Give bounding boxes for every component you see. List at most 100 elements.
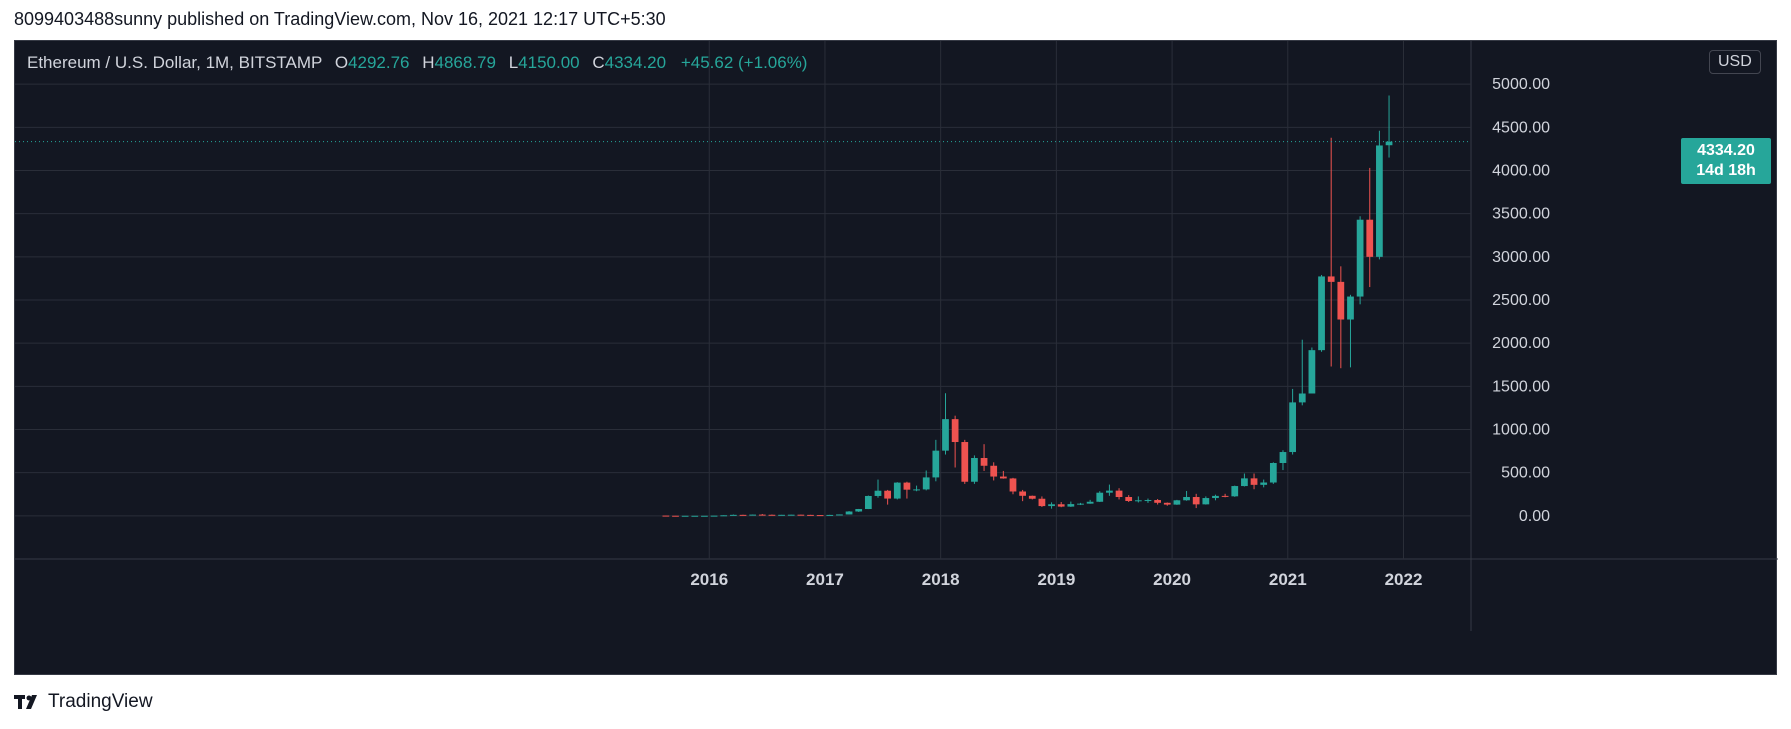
- chart-frame[interactable]: 0.00 500.00 1000.00 1500.00 2000.00 2500.00 30…: [14, 40, 1778, 676]
- candle: [1096, 491, 1104, 503]
- candle: [1327, 137, 1335, 367]
- candle-body: [951, 419, 959, 443]
- candle-body: [797, 514, 805, 516]
- candle-body: [749, 514, 757, 516]
- candle: [691, 515, 699, 517]
- candle: [1366, 167, 1374, 288]
- candle: [672, 515, 679, 517]
- symbol-title[interactable]: Ethereum / U.S. Dollar, 1M, BITSTAMP: [27, 53, 323, 72]
- candle: [1173, 499, 1181, 505]
- candle-body: [1202, 498, 1210, 505]
- candle-body: [816, 515, 824, 517]
- candle-body: [999, 476, 1007, 479]
- low-value: 4150.00: [518, 53, 580, 72]
- candle: [903, 481, 911, 499]
- currency-button[interactable]: USD: [1709, 50, 1761, 74]
- candle-body: [1096, 492, 1104, 502]
- low-label: L: [508, 53, 519, 72]
- candle: [768, 514, 776, 516]
- time-tick-label: 2021: [1269, 570, 1307, 589]
- candle-body: [884, 490, 892, 499]
- candle-body: [758, 514, 766, 516]
- candle-body: [1009, 478, 1017, 492]
- time-tick-label: 2017: [806, 570, 844, 589]
- candle: [1086, 499, 1094, 504]
- candle: [807, 514, 814, 516]
- high-value: 4868.79: [434, 53, 496, 72]
- candle-body: [1356, 219, 1364, 297]
- candle-body: [1057, 504, 1065, 507]
- candle: [1154, 498, 1161, 505]
- candle: [864, 495, 872, 510]
- candle: [1163, 502, 1171, 506]
- candle: [1221, 493, 1229, 498]
- candle-body: [1260, 482, 1268, 485]
- price-tick-label: 3000.00: [1492, 249, 1550, 266]
- candle-body: [1163, 502, 1171, 505]
- candle: [1202, 496, 1210, 505]
- candle-body: [942, 419, 949, 451]
- candle-body: [961, 442, 969, 482]
- candle-body: [1221, 495, 1229, 497]
- candle-body: [1298, 393, 1306, 403]
- candle-body: [932, 450, 940, 478]
- candle-body: [1192, 497, 1200, 505]
- candle-body: [903, 482, 911, 490]
- candle: [845, 511, 853, 515]
- candle-body: [1269, 462, 1277, 483]
- candle: [1115, 488, 1123, 500]
- grid-lines: [15, 41, 1778, 631]
- candle-body: [710, 515, 718, 517]
- candle-body: [1212, 495, 1219, 499]
- time-tick-label: 2019: [1037, 570, 1075, 589]
- price-chart[interactable]: 0.00 500.00 1000.00 1500.00 2000.00 2500.00 30…: [15, 41, 1778, 676]
- candle-body: [1086, 501, 1094, 504]
- last-price-badge: 4334.20 14d 18h: [1681, 137, 1771, 184]
- candle-body: [1347, 296, 1354, 320]
- candle: [681, 515, 689, 517]
- candle-body: [1144, 500, 1152, 502]
- candle: [1376, 130, 1383, 260]
- candle: [729, 514, 737, 516]
- candle-body: [893, 482, 901, 499]
- candle-body: [1048, 504, 1055, 507]
- time-tick-label: 2022: [1385, 570, 1423, 589]
- candle: [971, 455, 978, 484]
- candle: [855, 508, 863, 512]
- time-tick-label: 2018: [922, 570, 960, 589]
- candle-body: [701, 515, 708, 517]
- candle: [826, 514, 834, 516]
- candles: [662, 95, 1393, 517]
- candle: [1250, 473, 1258, 490]
- tradingview-logo[interactable]: TradingView: [14, 691, 153, 713]
- candle-body: [1279, 452, 1287, 463]
- candle: [1057, 502, 1065, 508]
- candle-body: [1250, 478, 1258, 485]
- candle: [749, 514, 757, 516]
- candle-body: [1241, 478, 1248, 487]
- candle-body: [739, 514, 747, 516]
- price-tick-label: 1000.00: [1492, 422, 1550, 439]
- candle: [1134, 496, 1142, 503]
- candle-body: [1134, 500, 1142, 502]
- candle-body: [778, 514, 785, 516]
- candle: [720, 515, 728, 517]
- candle-body: [1067, 504, 1075, 507]
- price-axis[interactable]: 0.00 500.00 1000.00 1500.00 2000.00 2500.00 30…: [1492, 76, 1550, 525]
- candle-body: [1019, 491, 1027, 496]
- candle: [1212, 494, 1219, 501]
- candle: [662, 515, 670, 517]
- candle-body: [922, 477, 930, 490]
- candle: [1077, 502, 1084, 506]
- time-axis[interactable]: 2016 2017 2018 2019 2020 2021 2022: [690, 570, 1422, 589]
- candle-body: [1038, 498, 1046, 507]
- candle: [1337, 266, 1345, 369]
- candle: [1183, 490, 1190, 501]
- time-tick-label: 2020: [1153, 570, 1191, 589]
- candle: [1241, 473, 1248, 487]
- candle-body: [1106, 490, 1113, 493]
- candle: [990, 462, 998, 481]
- bar-countdown: 14d 18h: [1696, 161, 1756, 179]
- candle: [1144, 498, 1152, 503]
- candle: [787, 514, 795, 516]
